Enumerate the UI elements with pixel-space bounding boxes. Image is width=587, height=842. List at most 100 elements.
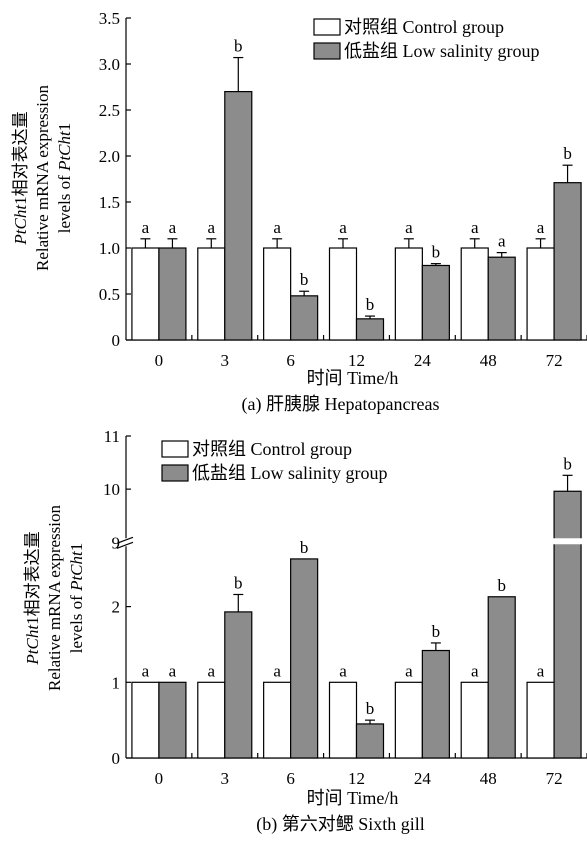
bar-low-salinity: [224, 90, 253, 341]
significance-letter: a: [537, 661, 545, 680]
x-tick-label: 24: [414, 351, 432, 370]
bar-low-salinity: [224, 611, 253, 759]
bar-control: [526, 247, 555, 341]
bar-control: [197, 247, 226, 341]
x-tick-label: 12: [348, 351, 365, 370]
x-axis-title: 时间 Time/h: [307, 788, 399, 809]
significance-letter: b: [563, 144, 572, 163]
significance-letter: a: [169, 661, 177, 680]
bar-low-salinity: [421, 649, 450, 759]
significance-letter: a: [537, 218, 545, 237]
significance-letter: a: [339, 661, 347, 680]
bar-control: [263, 247, 292, 341]
significance-letter: a: [471, 661, 479, 680]
y-axis-title-line: levels of PtCht1: [67, 543, 86, 654]
legend-label: 低盐组 Low salinity group: [192, 463, 388, 484]
x-tick-label: 48: [480, 769, 497, 788]
x-tick-label: 6: [286, 769, 295, 788]
legend-label: 对照组 Control group: [344, 17, 504, 38]
y-tick-label: 2.5: [99, 101, 120, 120]
bar-low-salinity: [355, 318, 385, 341]
bar-control: [131, 247, 160, 341]
significance-letter: a: [339, 218, 347, 237]
x-tick-label: 3: [221, 769, 230, 788]
legend-swatch: [313, 18, 341, 36]
significance-letter: b: [497, 576, 506, 595]
y-tick-label: 2: [112, 598, 121, 617]
bar-break-gap: [553, 538, 583, 545]
bar-control: [460, 247, 489, 341]
significance-letter: a: [142, 218, 150, 237]
y-tick-label: 3.5: [99, 9, 120, 28]
y-tick-label: 0: [112, 331, 121, 350]
legend-swatch: [161, 440, 189, 458]
y-axis-title-line: Relative mRNA expression: [33, 84, 52, 271]
bar-control: [526, 681, 555, 759]
y-tick-label: 10: [103, 480, 120, 499]
significance-letter: b: [366, 699, 375, 718]
y-axis-title-line: PtCht1相对表达量: [11, 111, 31, 245]
y-tick-label: 3.0: [99, 55, 120, 74]
y-axis-title-line: levels of PtCht1: [55, 123, 74, 234]
x-tick-label: 3: [221, 351, 230, 370]
x-tick-label: 12: [348, 769, 365, 788]
x-axis-title: 时间 Time/h: [307, 368, 399, 389]
significance-letter: a: [405, 218, 413, 237]
significance-letter: b: [432, 243, 441, 262]
bar-low-salinity: [158, 681, 187, 759]
significance-letter: a: [208, 218, 216, 237]
x-tick-label: 0: [155, 351, 164, 370]
legend-swatch: [313, 42, 341, 60]
legend-swatch: [161, 464, 189, 482]
y-axis-title-line: PtCht1相对表达量: [23, 531, 43, 665]
bar-control: [460, 681, 489, 759]
y-axis-title-line: Relative mRNA expression: [45, 504, 64, 691]
significance-letter: b: [234, 37, 243, 56]
axis-break-mark: [116, 536, 134, 544]
bar-low-salinity: [487, 596, 516, 759]
bar-control: [131, 681, 160, 759]
bar-low-salinity: [290, 558, 319, 759]
axis-break-mark: [116, 541, 134, 549]
significance-letter: b: [234, 573, 243, 592]
significance-letter: a: [273, 218, 281, 237]
significance-letter: b: [366, 295, 375, 314]
bar-control: [263, 681, 292, 759]
bar-low-salinity: [158, 247, 187, 341]
y-tick-label: 1.5: [99, 193, 120, 212]
significance-letter: a: [208, 661, 216, 680]
significance-letter: b: [432, 622, 441, 641]
axis-break-gap: [123, 538, 131, 547]
significance-letter: a: [471, 218, 479, 237]
legend-label: 低盐组 Low salinity group: [344, 41, 540, 62]
x-tick-label: 0: [155, 769, 164, 788]
y-tick-label: 0: [112, 749, 121, 768]
bar-control: [328, 247, 358, 341]
bar-low-salinity: [421, 264, 450, 341]
significance-letter: b: [300, 270, 309, 289]
y-tick-label: 9: [112, 533, 121, 552]
significance-letter: a: [498, 232, 506, 251]
panel-caption: (b) 第六对鳃 Sixth gill: [256, 814, 425, 835]
significance-letter: a: [405, 661, 413, 680]
bar-control: [394, 681, 423, 759]
y-tick-label: 1: [112, 673, 121, 692]
significance-letter: a: [142, 661, 150, 680]
y-tick-label: 0.5: [99, 285, 120, 304]
bar-control: [394, 247, 423, 341]
panel-caption: (a) 肝胰腺 Hepatopancreas: [242, 394, 440, 415]
x-tick-label: 72: [546, 769, 563, 788]
bar-low-salinity: [553, 490, 582, 759]
x-tick-label: 72: [546, 351, 563, 370]
significance-letter: b: [563, 454, 572, 473]
x-tick-label: 6: [286, 351, 295, 370]
legend-label: 对照组 Control group: [192, 439, 352, 460]
significance-letter: a: [169, 218, 177, 237]
y-tick-label: 2.0: [99, 147, 120, 166]
panel-a-chart: 00.51.01.52.02.53.03.50a a3ab6ab12ab24ab4…: [11, 9, 587, 415]
x-tick-label: 24: [414, 769, 432, 788]
significance-letter: a: [273, 661, 281, 680]
bar-low-salinity: [487, 256, 516, 341]
